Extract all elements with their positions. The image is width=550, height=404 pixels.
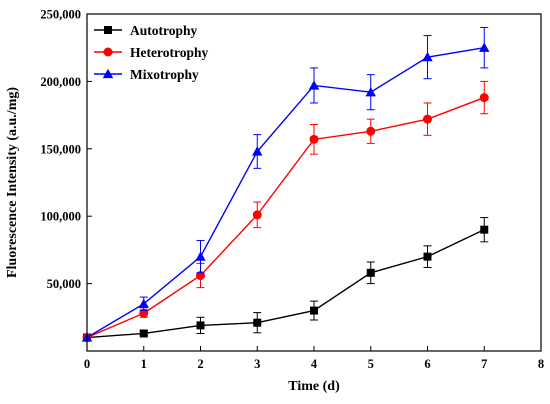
- series-autotrophy: [83, 217, 489, 342]
- data-point-mixotrophy: [479, 42, 490, 52]
- data-point-heterotrophy: [423, 114, 432, 124]
- y-tick-label: 150,000: [40, 142, 81, 156]
- data-point-mixotrophy: [138, 298, 149, 308]
- legend-entry-mixotrophy: Mixotrophy: [94, 67, 199, 82]
- legend-marker: [103, 47, 113, 57]
- data-point-autotrophy: [480, 225, 489, 234]
- series-mixotrophy: [81, 26, 490, 342]
- legend-marker: [102, 68, 114, 79]
- y-tick-label: 50,000: [47, 277, 81, 291]
- y-tick-label: 200,000: [40, 75, 81, 89]
- data-point-heterotrophy: [252, 210, 262, 220]
- legend-marker: [104, 26, 112, 34]
- data-point-mixotrophy: [252, 146, 263, 156]
- x-tick-label: 8: [538, 357, 544, 371]
- data-point-mixotrophy: [308, 80, 320, 90]
- series-line-autotrophy: [86, 229, 485, 339]
- x-tick-label: 3: [254, 357, 260, 371]
- data-point-heterotrophy: [309, 134, 319, 144]
- data-point-mixotrophy: [195, 251, 206, 261]
- y-tick-label: 250,000: [40, 8, 81, 22]
- x-tick-label: 0: [84, 357, 90, 371]
- legend: Autotrophy Heterotrophy Mixotrophy: [94, 23, 208, 82]
- data-point-mixotrophy: [422, 51, 433, 62]
- data-point-autotrophy: [310, 306, 318, 315]
- y-tick-label: 100,000: [40, 210, 81, 224]
- legend-label: Autotrophy: [130, 23, 198, 38]
- y-axis-title: Fluorescence Intensity (a.u./mg): [5, 87, 20, 278]
- x-tick-label: 2: [197, 357, 203, 371]
- series-line-mixotrophy: [86, 47, 485, 339]
- legend-entry-heterotrophy: Heterotrophy: [94, 45, 208, 60]
- legend-label: Mixotrophy: [130, 67, 199, 82]
- data-point-heterotrophy: [479, 93, 489, 103]
- series-line-heterotrophy: [86, 96, 485, 339]
- x-tick-label: 7: [481, 357, 487, 371]
- x-tick-label: 6: [424, 357, 430, 371]
- data-point-autotrophy: [139, 329, 148, 338]
- plot-frame: [86, 13, 542, 352]
- data-point-autotrophy: [366, 268, 375, 277]
- data-point-autotrophy: [253, 318, 262, 327]
- legend-label: Heterotrophy: [130, 45, 208, 60]
- data-point-heterotrophy: [366, 126, 376, 136]
- x-tick-label: 1: [141, 357, 147, 371]
- data-point-autotrophy: [423, 252, 432, 261]
- legend-entry-autotrophy: Autotrophy: [94, 23, 198, 38]
- x-axis-title: Time (d): [288, 379, 340, 394]
- axes: 0 1 2 3 4 5 6 7 8 50,000 100,000 150,000 200,000 250,…: [5, 8, 544, 395]
- data-point-mixotrophy: [365, 86, 376, 97]
- x-tick-label: 5: [368, 357, 374, 371]
- x-tick-label: 4: [311, 357, 318, 371]
- data-point-autotrophy: [196, 321, 205, 330]
